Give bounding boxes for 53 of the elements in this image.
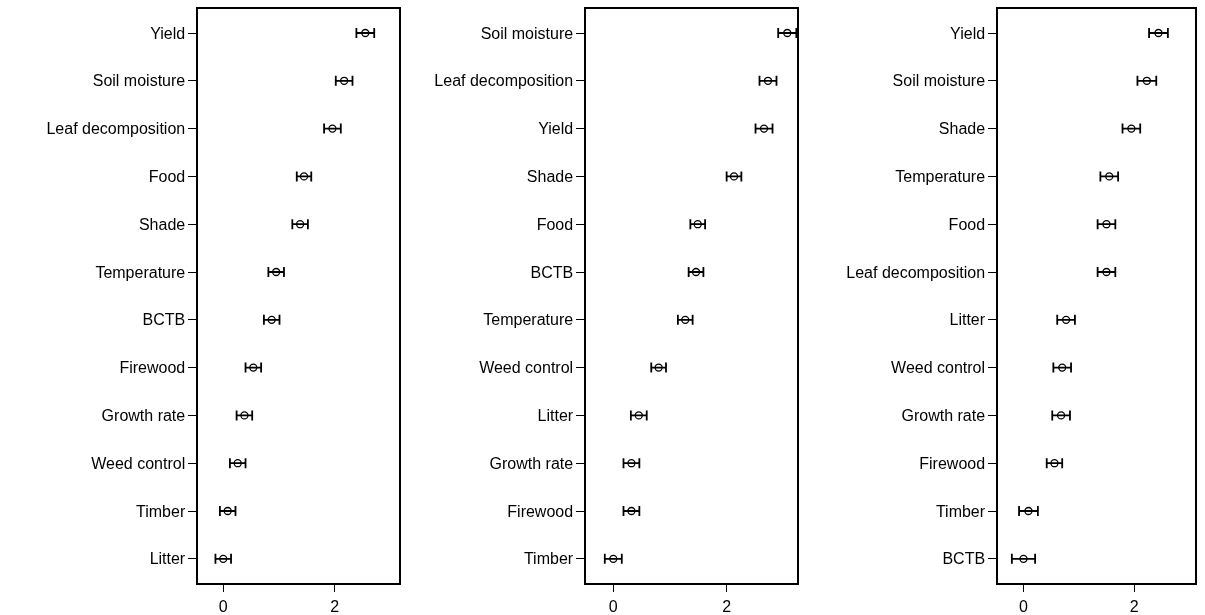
x-tick-label: 2 — [1129, 597, 1139, 615]
y-tick-label: Food — [948, 215, 986, 233]
y-tick-label: Leaf decomposition — [846, 263, 986, 281]
y-tick-label: Shade — [938, 120, 986, 138]
y-tick-label: Yield — [150, 24, 186, 42]
y-tick-label: BCTB — [942, 550, 986, 568]
y-tick-label: Soil moisture — [892, 72, 986, 90]
y-tick-label: Leaf decomposition — [46, 120, 186, 138]
x-tick-label: 0 — [218, 597, 228, 615]
y-tick-label: Weed control — [479, 359, 574, 377]
y-tick-label: Food — [148, 168, 186, 186]
y-tick-label: Firewood — [919, 454, 986, 472]
point — [1127, 124, 1136, 133]
y-tick-label: Weed control — [891, 359, 986, 377]
y-tick-label: Firewood — [119, 359, 186, 377]
y-tick-label: Growth rate — [489, 454, 574, 472]
y-tick-label: Shade — [526, 168, 574, 186]
point — [1058, 363, 1067, 372]
point — [1142, 76, 1152, 85]
x-tick-label: 0 — [608, 597, 618, 615]
point — [1056, 411, 1066, 420]
y-tick-label: Food — [536, 215, 574, 233]
y-tick-label: Yield — [538, 120, 574, 138]
y-tick-label: BCTB — [530, 263, 574, 281]
y-tick-label: Leaf decomposition — [434, 72, 574, 90]
y-tick-label: Litter — [949, 311, 986, 329]
point — [1024, 506, 1033, 516]
y-tick-label: Yield — [950, 24, 986, 42]
y-tick-label: Litter — [149, 550, 186, 568]
y-tick-label: Soil moisture — [480, 24, 574, 42]
y-tick-label: Growth rate — [101, 407, 186, 425]
y-tick-label: Timber — [935, 502, 986, 520]
y-tick-label: Shade — [138, 215, 186, 233]
y-tick-label: Weed control — [91, 454, 186, 472]
x-tick-label: 2 — [330, 597, 340, 615]
point — [1154, 28, 1163, 38]
y-tick-label: BCTB — [142, 311, 186, 329]
point — [1019, 554, 1028, 563]
y-tick-label: Temperature — [483, 311, 574, 329]
point — [1105, 172, 1114, 181]
y-tick-label: Timber — [136, 502, 186, 520]
y-tick-label: Timber — [523, 550, 574, 568]
y-tick-label: Temperature — [895, 168, 986, 186]
x-tick-label: 2 — [722, 597, 732, 615]
y-tick-label: Growth rate — [901, 407, 986, 425]
y-tick-label: Litter — [537, 407, 574, 425]
y-tick-label: Temperature — [95, 263, 186, 281]
x-tick-label: 0 — [1019, 597, 1029, 615]
point — [1102, 267, 1111, 277]
point — [1061, 315, 1071, 324]
y-tick-label: Soil moisture — [92, 72, 186, 90]
point — [1102, 220, 1111, 229]
y-tick-label: Firewood — [507, 502, 574, 520]
